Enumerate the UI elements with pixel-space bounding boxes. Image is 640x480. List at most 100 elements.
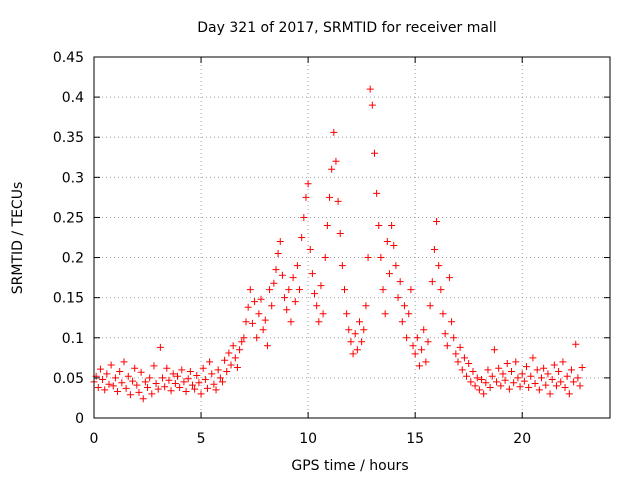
data-point bbox=[330, 128, 338, 136]
data-point bbox=[385, 270, 393, 278]
data-point bbox=[122, 384, 130, 392]
data-point bbox=[563, 372, 571, 380]
data-point bbox=[497, 382, 505, 390]
data-point bbox=[480, 390, 488, 398]
data-point bbox=[454, 358, 462, 366]
data-point bbox=[418, 346, 426, 354]
data-point bbox=[567, 366, 575, 374]
data-point bbox=[148, 390, 156, 398]
data-point bbox=[422, 358, 430, 366]
data-point bbox=[180, 378, 188, 386]
data-point bbox=[135, 388, 143, 396]
data-point bbox=[144, 384, 152, 392]
data-point bbox=[165, 376, 173, 384]
data-point bbox=[242, 318, 250, 326]
data-point bbox=[437, 286, 445, 294]
data-point bbox=[546, 390, 554, 398]
data-point bbox=[400, 302, 408, 310]
data-point bbox=[298, 234, 306, 241]
data-point bbox=[478, 375, 486, 383]
data-point bbox=[182, 388, 190, 396]
data-point bbox=[473, 374, 481, 382]
data-point bbox=[184, 375, 192, 383]
data-point bbox=[216, 374, 224, 382]
data-point bbox=[482, 379, 490, 387]
data-point bbox=[411, 350, 419, 358]
data-point bbox=[174, 372, 182, 380]
y-tick-label: 0 bbox=[75, 411, 84, 427]
data-point bbox=[278, 271, 286, 279]
data-point bbox=[287, 318, 295, 326]
data-point bbox=[225, 349, 233, 357]
data-point bbox=[203, 384, 211, 392]
data-point bbox=[450, 334, 458, 342]
x-tick-label: 5 bbox=[197, 431, 206, 447]
data-point bbox=[103, 370, 111, 378]
data-point bbox=[505, 385, 513, 393]
data-point bbox=[379, 286, 387, 294]
data-point bbox=[501, 376, 509, 384]
y-tick-labels: 0 0.05 0.1 0.15 0.2 0.25 0.3 0.35 0.4 0.45 bbox=[53, 50, 84, 427]
y-tick-label: 0.05 bbox=[53, 371, 84, 387]
data-point bbox=[94, 384, 102, 392]
data-point bbox=[572, 340, 580, 348]
data-point bbox=[150, 362, 158, 370]
data-point bbox=[548, 375, 556, 383]
data-point bbox=[555, 367, 563, 375]
data-point bbox=[518, 370, 526, 378]
data-point bbox=[409, 342, 417, 350]
data-point bbox=[349, 350, 357, 358]
data-point bbox=[415, 362, 423, 370]
data-point bbox=[467, 378, 475, 386]
data-point bbox=[244, 303, 252, 311]
data-point bbox=[533, 366, 541, 374]
data-point bbox=[355, 318, 363, 326]
plot-frame bbox=[93, 56, 611, 419]
y-tick-label: 0.15 bbox=[53, 291, 84, 307]
data-point bbox=[471, 382, 479, 390]
data-point bbox=[246, 286, 254, 294]
data-point bbox=[403, 334, 411, 342]
data-point bbox=[469, 367, 477, 375]
data-point bbox=[456, 343, 464, 351]
data-point bbox=[195, 379, 203, 387]
data-point bbox=[171, 380, 179, 388]
data-point bbox=[463, 372, 471, 380]
data-point bbox=[118, 379, 126, 387]
data-point bbox=[512, 358, 520, 366]
data-point bbox=[542, 381, 550, 389]
data-point bbox=[308, 270, 316, 278]
data-point bbox=[503, 359, 511, 367]
data-point bbox=[193, 371, 201, 379]
data-point bbox=[413, 334, 421, 342]
data-point bbox=[223, 367, 231, 375]
data-point bbox=[268, 302, 276, 310]
data-point bbox=[111, 374, 119, 382]
data-point bbox=[300, 213, 308, 221]
data-point bbox=[161, 383, 169, 391]
data-point bbox=[233, 363, 241, 371]
data-point bbox=[285, 286, 293, 294]
data-point bbox=[218, 378, 226, 386]
data-point bbox=[495, 364, 503, 372]
data-point bbox=[178, 366, 186, 374]
data-point bbox=[353, 346, 361, 354]
data-point bbox=[156, 343, 164, 351]
data-point bbox=[319, 310, 327, 318]
data-point bbox=[358, 338, 366, 346]
x-tick-label: 10 bbox=[299, 431, 317, 447]
data-point bbox=[154, 385, 162, 393]
data-point bbox=[274, 250, 282, 258]
data-point bbox=[321, 254, 329, 262]
data-point bbox=[107, 361, 115, 369]
y-tick-label: 0.3 bbox=[62, 170, 84, 186]
data-point bbox=[109, 382, 117, 390]
data-point bbox=[460, 354, 468, 362]
data-point bbox=[499, 370, 507, 378]
data-point bbox=[360, 326, 368, 334]
data-point bbox=[139, 395, 147, 403]
axis-ticks bbox=[93, 56, 610, 419]
data-point bbox=[231, 354, 239, 362]
data-point bbox=[176, 384, 184, 392]
